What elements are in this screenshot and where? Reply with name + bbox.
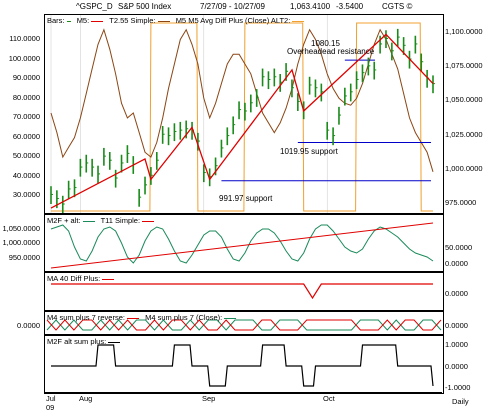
alt2-line (51, 22, 433, 212)
main-right-tick-4: 1,000.0000 (445, 163, 483, 173)
main-left-tick-1: 100.0000 (8, 53, 40, 63)
m5-zigzag-line (50, 33, 434, 209)
p4-right-tick-0: 0.0000 (445, 321, 468, 330)
main-price-panel[interactable]: Bars: M5: T2.55 Simple: M5 M5 Avg Diff P… (44, 14, 444, 214)
main-left-tick-3: 80.0000 (12, 92, 40, 102)
t255-line (50, 28, 434, 172)
resistance-label: Overheadead resistance (287, 47, 375, 56)
m2f-legend: M2F + alt: T11 Simple: (47, 216, 158, 225)
p2-left-tick-0: 1,050.0000 (2, 224, 40, 233)
p5-right-tick-1: 0.0000 (445, 362, 468, 371)
p2-right-tick-0: 50.0000 (445, 243, 473, 252)
support-1019-label: 1019.95 support (280, 147, 338, 156)
legend-bars: Bars: (47, 16, 67, 25)
ma40-legend: MA 40 Diff Plus: (47, 274, 118, 283)
date-range: 7/27/09 - 10/27/09 (200, 2, 265, 11)
m2f-alt-sum-panel[interactable]: M2F alt sum plus: (44, 335, 444, 394)
m2f-line (50, 224, 434, 264)
main-left-tick-8: 30.0000 (12, 190, 40, 199)
ma40-plot (51, 283, 433, 300)
p3-right-tick-0: 0.0000 (445, 289, 468, 298)
ma40-line (51, 283, 433, 300)
ma40-panel[interactable]: MA 40 Diff Plus: (44, 272, 444, 311)
m2f-panel[interactable]: M2F + alt: T11 Simple: (44, 214, 444, 272)
legend-m2f-alt-sum: M2F alt sum plus: (47, 337, 109, 346)
support-991-label: 991.97 support (219, 194, 273, 203)
main-right-tick-1: 1,075.0000 (445, 61, 483, 71)
x-label-aug: Aug (79, 394, 93, 403)
x-label-year: 09 (46, 403, 55, 412)
legend-m4-reverse: M4 sum plus 7 reverse: (47, 313, 128, 322)
main-left-tick-4: 70.0000 (12, 112, 40, 121)
main-left-tick-6: 50.0000 (12, 151, 40, 160)
legend-t255: T2.55 Simple: (109, 16, 158, 25)
main-right-tick-5: 975.0000 (445, 198, 477, 207)
period-label: Daily (452, 397, 469, 406)
m2f-plot (50, 222, 434, 269)
p2-left-tick-1: 1,000.0000 (2, 238, 40, 247)
p2-left-tick-2: 950.0000 (8, 253, 40, 262)
m4-reverse-line (46, 319, 442, 331)
t11-line (50, 222, 434, 269)
legend-alt2: M5 M5 Avg Diff Plus (Close) ALT2: (175, 16, 293, 25)
symbol: ^GSPC_D (76, 2, 113, 11)
legend-m2f: M2F + alt: (47, 216, 83, 225)
main-right-tick-0: 1,100.0000 (445, 27, 483, 36)
m2f-alt-legend: M2F alt sum plus: (47, 337, 124, 346)
last-price: 1,063.4100 (290, 2, 331, 11)
main-left-tick-2: 90.0000 (12, 73, 40, 82)
m4-close-line (46, 319, 442, 331)
p4-left-tick-0: 0.0000 (17, 321, 40, 330)
price-change: -3.5400 (336, 2, 364, 11)
x-axis-bar (44, 392, 442, 413)
resistance-value: 1080.15 (311, 39, 340, 48)
main-left-tick-0: 110.0000 (9, 34, 40, 43)
legend-m5: M5: (76, 16, 92, 25)
main-right-tick-3: 1,025.0000 (445, 129, 483, 139)
m2f-alt-sum-plot (51, 344, 434, 387)
legend-m4-close: M4 sum plus 7 (Close): (145, 313, 225, 322)
legend-t11: T11 Simple: (100, 216, 143, 225)
main-left-tick-5: 60.0000 (12, 131, 40, 141)
x-label-sep: Sep (202, 394, 216, 403)
x-label-jul: Jul (46, 394, 56, 403)
p2-right-tick-1: 0.0000 (445, 259, 468, 268)
p5-right-tick-2: -1.0000 (445, 383, 471, 392)
x-label-oct: Oct (323, 394, 335, 403)
main-left-tick-7: 40.0000 (12, 170, 40, 180)
main-legend: Bars: M5: T2.55 Simple: M5 M5 Avg Diff P… (47, 16, 308, 25)
legend-ma40: MA 40 Diff Plus: (47, 274, 103, 283)
title-bar: ^GSPC_D S&P 500 Index 7/27/09 - 10/27/09… (0, 0, 490, 14)
m2f-alt-sum-line (51, 344, 434, 387)
main-plot (50, 15, 435, 213)
m4-plot (46, 319, 442, 331)
symbol-name: S&P 500 Index (118, 2, 172, 11)
main-right-tick-2: 1,050.0000 (445, 95, 483, 105)
p5-right-tick-0: 1.0000 (445, 340, 468, 349)
source-label: CGTS © (382, 2, 413, 11)
m4-panel[interactable]: M4 sum plus 7 reverse: M4 sum plus 7 (Cl… (44, 311, 444, 335)
m4-legend: M4 sum plus 7 reverse: M4 sum plus 7 (Cl… (47, 313, 240, 322)
